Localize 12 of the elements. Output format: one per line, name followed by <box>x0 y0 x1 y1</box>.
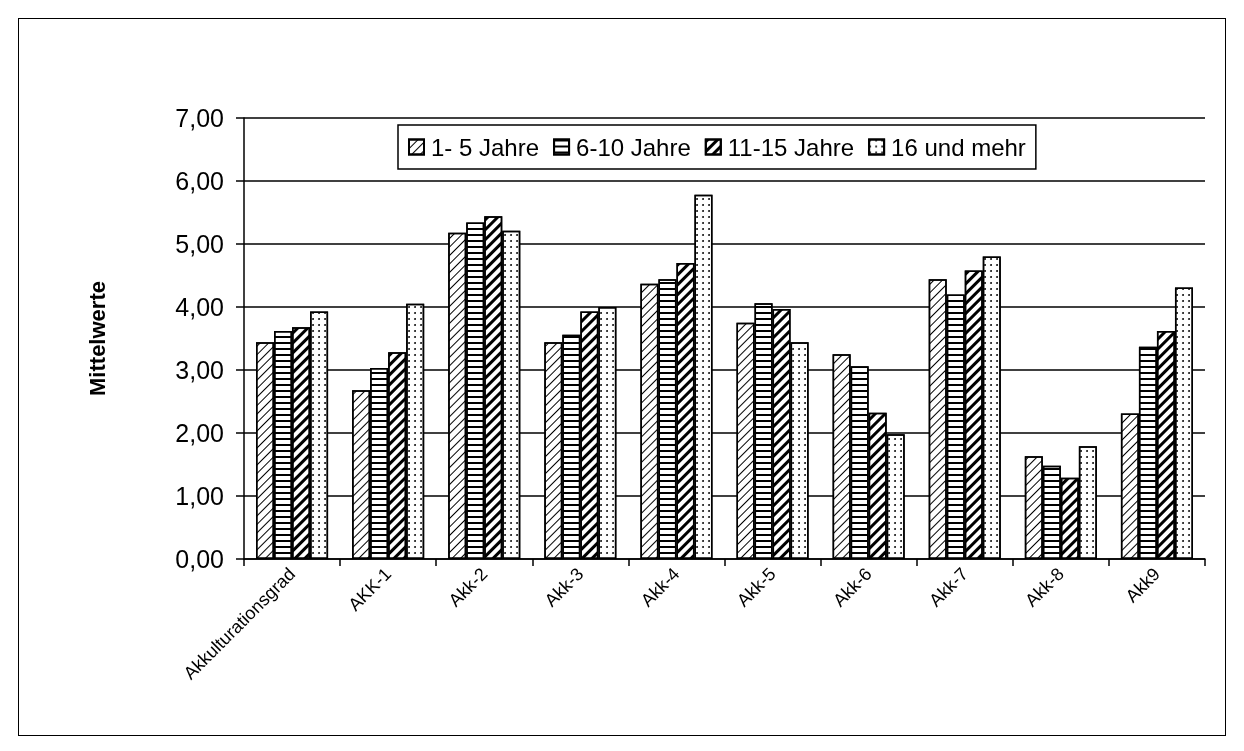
y-tick-label: 6,00 <box>175 167 224 195</box>
y-tick-label: 1,00 <box>175 482 224 510</box>
y-tick-label: 2,00 <box>175 419 224 447</box>
y-tick-label: 4,00 <box>175 293 224 321</box>
legend-label: 11-15 Jahre <box>727 133 855 161</box>
legend-label: 1- 5 Jahre <box>431 133 540 161</box>
legend-label: 6-10 Jahre <box>576 133 691 161</box>
legend-label: 16 und mehr <box>891 133 1026 161</box>
y-axis-title: Mittelwerte <box>84 281 110 396</box>
y-tick-label: 5,00 <box>175 230 224 258</box>
y-tick-label: 3,00 <box>175 356 224 384</box>
y-tick-label: 7,00 <box>175 104 224 132</box>
